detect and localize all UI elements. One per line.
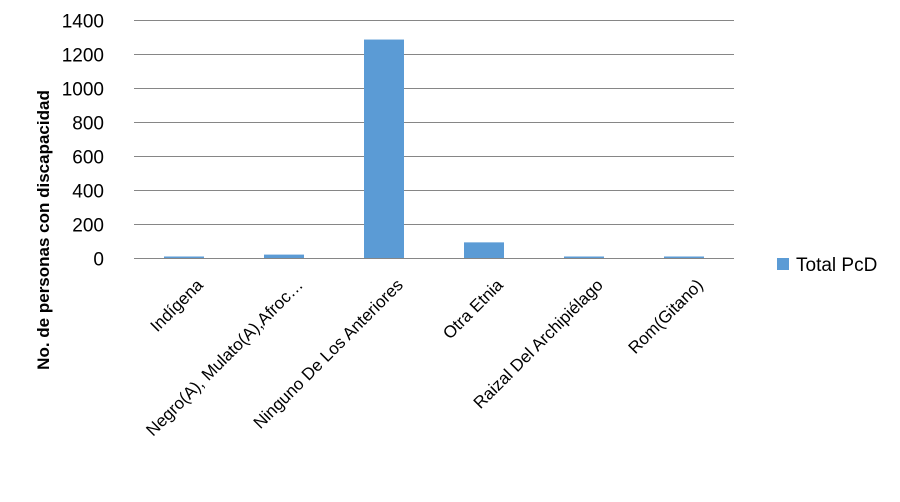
x-tick-label: Indígena [147,275,208,336]
y-tick-label: 1200 [62,46,104,67]
bar [464,242,504,258]
x-tick-label: Rom(Gitano) [625,275,707,357]
legend: Total PcD [777,255,877,276]
y-tick-label: 1400 [62,12,104,33]
x-tick-label: Negro(A), Mulato(A),Afroc… [142,275,306,439]
gridlines [134,20,734,259]
y-tick-label: 800 [72,114,104,135]
x-tick-label: Otra Etnia [439,275,507,343]
y-tick-label: 600 [72,148,104,169]
legend-label: Total PcD [796,255,877,276]
bar [664,256,704,258]
y-axis-tick-labels: 0 200 400 600 800 1000 1200 1400 [62,12,104,271]
y-tick-label: 1000 [62,80,104,101]
y-tick-label: 400 [72,182,104,203]
y-tick-label: 200 [72,216,104,237]
bar [164,256,204,258]
bars [164,39,704,258]
y-axis-title: No. de personas con discapacidad [34,90,53,370]
bar [564,256,604,258]
legend-swatch [777,258,789,270]
bar [264,254,304,258]
bar [364,39,404,258]
y-tick-label: 0 [93,250,104,271]
